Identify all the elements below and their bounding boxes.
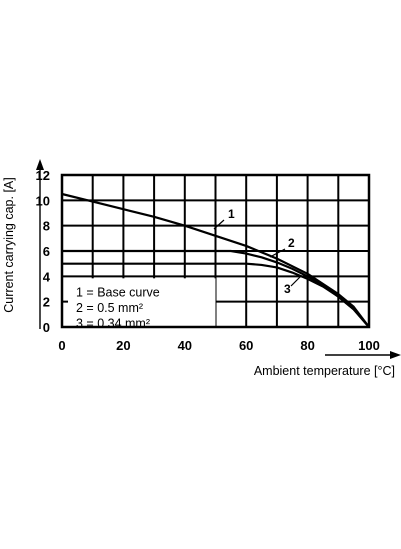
y-tick-label: 12 bbox=[36, 168, 50, 183]
y-axis-label: Current carrying cap. [A] bbox=[2, 177, 16, 312]
curve-leader-3 bbox=[290, 276, 301, 287]
x-tick-label: 40 bbox=[178, 338, 192, 353]
curve-label-1: 1 bbox=[228, 207, 235, 221]
y-tick-label: 0 bbox=[43, 320, 50, 335]
series-line-3 bbox=[62, 262, 370, 328]
curve-label-2: 2 bbox=[288, 236, 295, 250]
legend-box bbox=[68, 278, 216, 327]
x-tick-label: 0 bbox=[58, 338, 65, 353]
y-axis-arrow-head bbox=[36, 159, 44, 170]
y-tick-label: 10 bbox=[36, 193, 50, 208]
x-tick-label: 60 bbox=[239, 338, 253, 353]
y-tick-label: 2 bbox=[43, 295, 50, 310]
y-tick-label: 6 bbox=[43, 244, 50, 259]
x-axis-arrow-head bbox=[390, 351, 401, 359]
x-tick-label: 80 bbox=[300, 338, 314, 353]
legend-entry: 3 = 0.34 mm² bbox=[76, 316, 150, 330]
series-line-1 bbox=[61, 192, 370, 328]
x-tick-label: 100 bbox=[358, 338, 380, 353]
curve-group: 1 2 3 bbox=[61, 192, 370, 328]
axis-labels: Ambient temperature [°C] Current carrying… bbox=[2, 177, 395, 378]
y-tick-label: 8 bbox=[43, 219, 50, 234]
axis-arrows bbox=[36, 159, 401, 359]
y-tick-label: 4 bbox=[43, 269, 51, 284]
plot-border bbox=[60, 173, 371, 329]
curve-label-3: 3 bbox=[284, 282, 291, 296]
curve-leader-1 bbox=[213, 219, 225, 230]
legend-entry: 1 = Base curve bbox=[76, 285, 160, 299]
legend-entry: 2 = 0.5 mm² bbox=[76, 301, 143, 315]
plot-frame bbox=[60, 173, 371, 329]
x-tick-label: 20 bbox=[116, 338, 130, 353]
x-axis-label: Ambient temperature [°C] bbox=[254, 364, 395, 378]
curve-leader-2 bbox=[269, 248, 286, 258]
